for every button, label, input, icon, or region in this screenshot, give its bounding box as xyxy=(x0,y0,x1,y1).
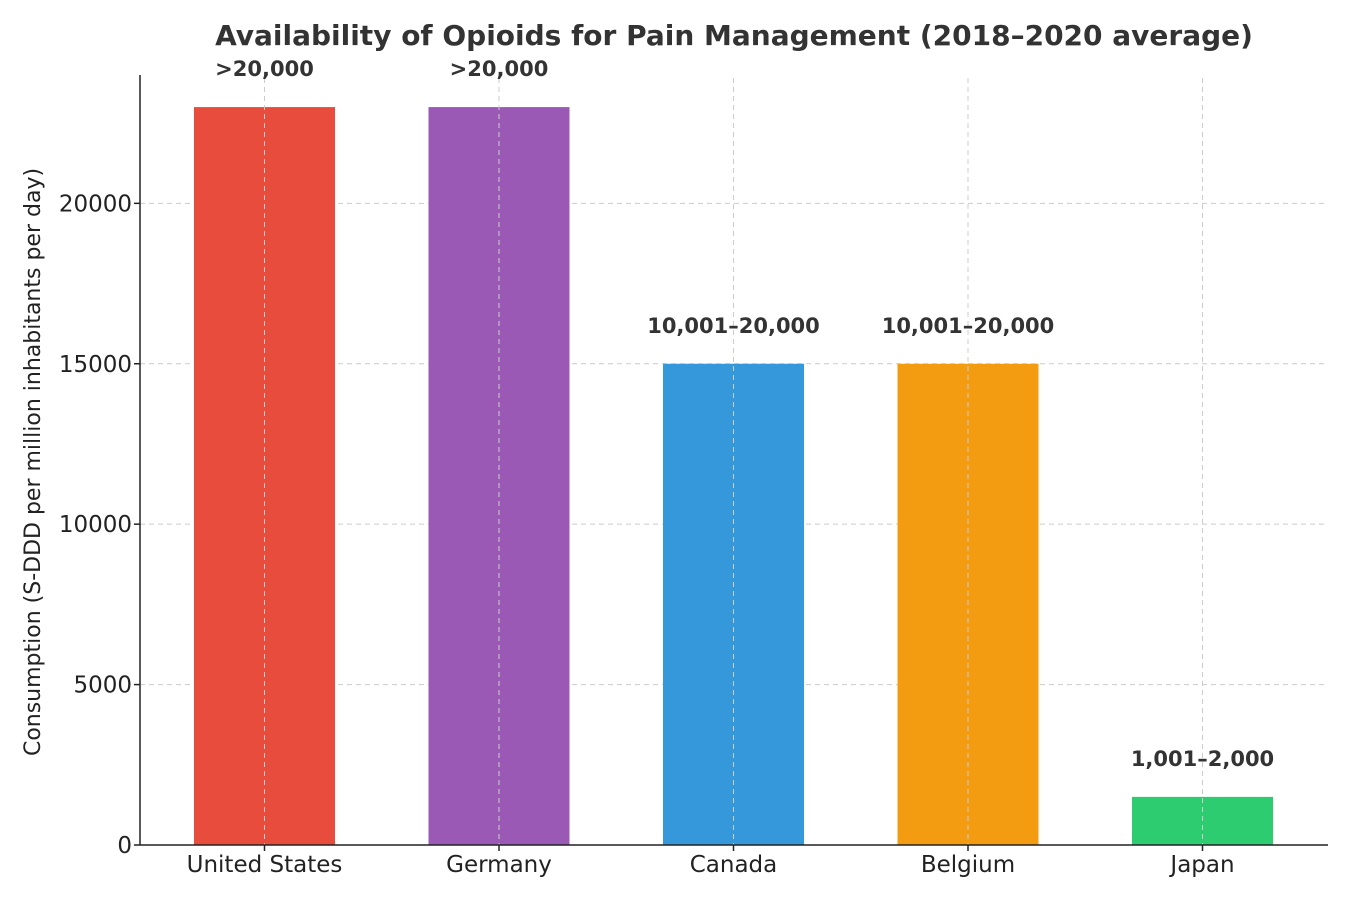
x-tick-label: Belgium xyxy=(921,852,1015,878)
y-tick-label: 20000 xyxy=(59,191,132,217)
x-tick-label: Canada xyxy=(690,852,778,878)
x-tick-label: Japan xyxy=(1168,852,1234,878)
y-tick-label: 10000 xyxy=(59,512,132,538)
y-tick-label: 15000 xyxy=(59,352,132,378)
x-tick-label: United States xyxy=(187,852,343,878)
data-label: 10,001–20,000 xyxy=(882,314,1055,338)
data-label: 10,001–20,000 xyxy=(647,314,820,338)
data-label: 1,001–2,000 xyxy=(1131,747,1274,771)
data-labels: >20,000 >20,000 10,001–20,000 10,001–20,000… xyxy=(215,57,1274,771)
data-label: >20,000 xyxy=(450,57,549,81)
axes: 0 5000 10000 15000 20000 United States Germany… xyxy=(59,75,1328,878)
y-axis-label: Consumption (S-DDD per million inhabitan… xyxy=(21,168,46,756)
y-tick-label: 5000 xyxy=(73,673,132,699)
data-label: >20,000 xyxy=(215,57,314,81)
chart-title: Availability of Opioids for Pain Managem… xyxy=(215,19,1253,52)
vertical-grid-lines xyxy=(264,78,1203,845)
y-tick-label: 0 xyxy=(117,833,132,859)
x-tick-label: Germany xyxy=(446,852,552,878)
